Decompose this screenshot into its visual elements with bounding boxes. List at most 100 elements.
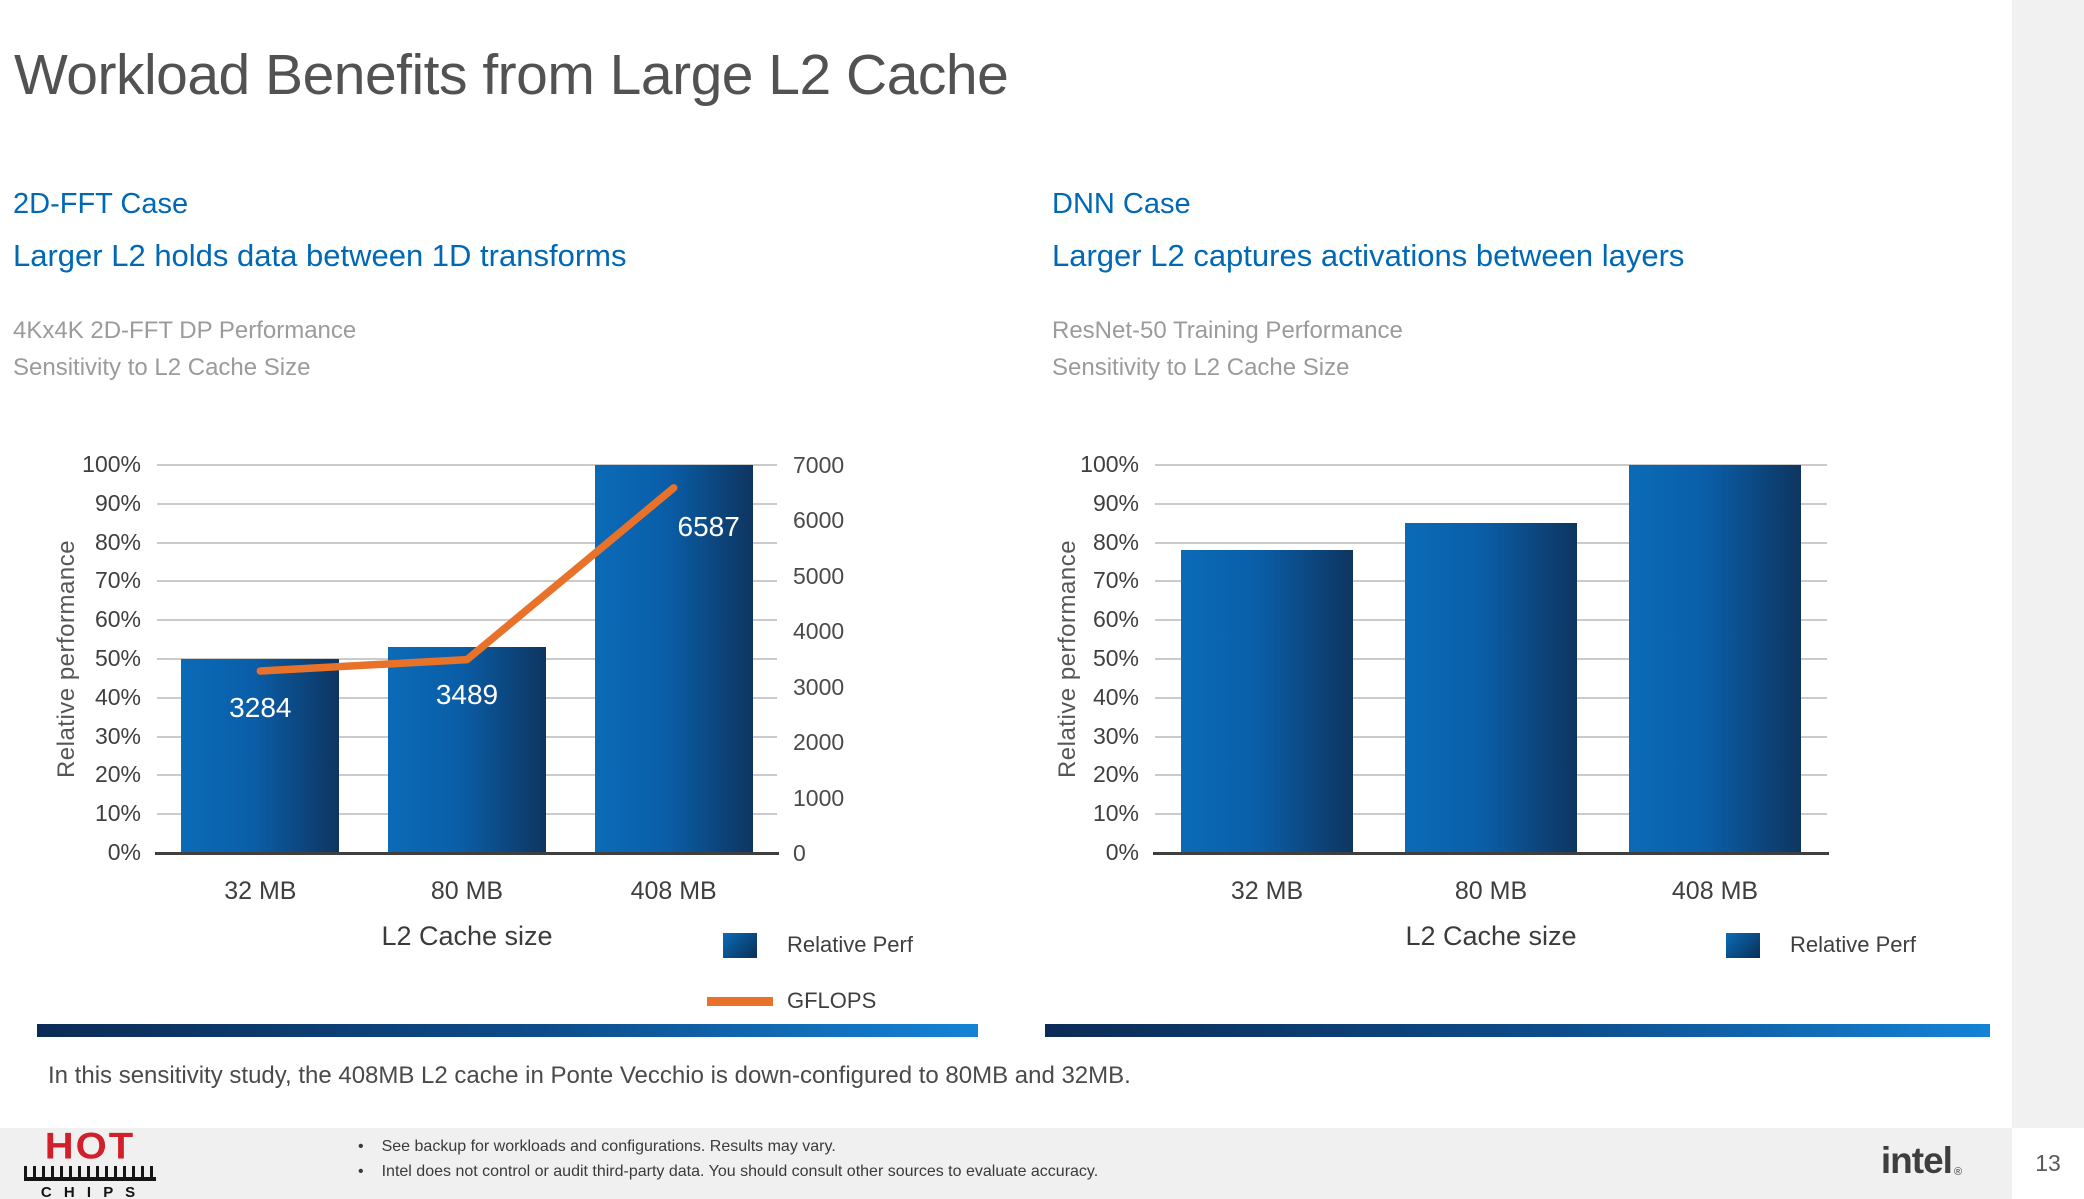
y-axis-tick-label: 0% <box>107 839 141 865</box>
legend-label: Relative Perf <box>787 932 913 957</box>
legend-item: Relative Perf <box>707 932 913 958</box>
y-axis-tick-label: 80% <box>1092 528 1139 555</box>
y-axis-tick-label: 90% <box>94 489 141 516</box>
page-number-box: 13 <box>2012 1128 2084 1199</box>
footer-disclaimers: See backup for workloads and configurati… <box>358 1138 1099 1181</box>
disclaimer-item: Intel does not control or audit third-pa… <box>358 1163 1099 1181</box>
secondary-axis-tick-label: 0 <box>793 840 806 866</box>
fft-headline: Larger L2 holds data between 1D transfor… <box>13 238 627 273</box>
x-axis-category-label: 408 MB <box>1671 877 1759 905</box>
secondary-axis-tick-label: 7000 <box>793 452 845 478</box>
dnn-case-label: DNN Case <box>1052 188 1191 220</box>
x-axis-title: L2 Cache size <box>1405 921 1577 951</box>
y-axis-tick-label: 30% <box>94 722 141 749</box>
secondary-axis-tick-label: 4000 <box>793 618 845 645</box>
intel-logo-text: intel <box>1880 1140 1953 1181</box>
legend-swatch-box <box>707 932 773 958</box>
y-axis-tick-label: 20% <box>1092 761 1139 788</box>
y-axis-tick-label: 10% <box>94 800 141 827</box>
x-axis-category-label: 32 MB <box>224 877 297 905</box>
right-margin-strip <box>2012 0 2084 1128</box>
x-axis-category-label: 32 MB <box>1230 877 1304 905</box>
chart-legend: Relative Perf <box>1710 932 1916 958</box>
y-axis-tick-label: 0% <box>1105 839 1139 865</box>
bar-swatch-icon <box>723 932 757 958</box>
bar-80mb <box>388 647 546 853</box>
hotchips-hot-text: HOT <box>44 1126 136 1167</box>
legend-label: GFLOPS <box>787 988 877 1013</box>
bar-32mb <box>181 659 340 853</box>
dnn-caption-line1: ResNet-50 Training Performance <box>1052 317 1403 344</box>
secondary-axis-tick-label: 1000 <box>793 784 845 811</box>
y-axis-tick-label: 20% <box>94 761 141 788</box>
y-axis-tick-label: 50% <box>1092 645 1139 671</box>
legend-label: Relative Perf <box>1790 932 1916 957</box>
hotchips-ruler-icon <box>24 1166 156 1181</box>
dnn-caption-line2: Sensitivity to L2 Cache Size <box>1052 354 1350 381</box>
fft-caption-line1: 4Kx4K 2D-FFT DP Performance <box>13 317 357 344</box>
gridline <box>157 541 777 544</box>
y-axis-tick-label: 60% <box>94 606 141 633</box>
x-axis-line <box>155 852 779 855</box>
chart-legend: Relative Perf GFLOPS <box>707 932 913 1014</box>
y-axis-tick-label: 40% <box>94 683 141 710</box>
sensitivity-note: In this sensitivity study, the 408MB L2 … <box>48 1062 1131 1089</box>
y-axis-tick-label: 90% <box>1092 489 1139 516</box>
bar-80mb <box>1405 523 1577 853</box>
gridline <box>157 580 777 583</box>
gridline <box>1155 464 1827 466</box>
y-axis-tick-label: 60% <box>1092 606 1139 633</box>
fft-caption-line2: Sensitivity to L2 Cache Size <box>13 354 311 381</box>
secondary-axis-tick-label: 2000 <box>793 729 845 756</box>
y-axis-tick-label: 30% <box>1092 722 1139 749</box>
x-axis-line <box>1153 852 1829 855</box>
secondary-axis-tick-label: 5000 <box>793 562 845 589</box>
x-axis-title: L2 Cache size <box>381 921 553 951</box>
x-axis-category-label: 80 MB <box>1454 877 1528 905</box>
disclaimer-text: Intel does not control or audit third-pa… <box>381 1163 1099 1180</box>
x-axis-category-label: 408 MB <box>630 877 717 905</box>
hotchips-chips-text: C H I P S <box>40 1184 140 1199</box>
divider-bar-right <box>1045 1024 1990 1037</box>
data-label: 6587 <box>677 511 740 542</box>
y-axis-tick-label: 100% <box>1080 451 1139 477</box>
gridline <box>157 619 777 622</box>
bar-32mb <box>1181 550 1353 853</box>
bar-swatch-icon <box>1726 932 1760 958</box>
y-axis-tick-label: 70% <box>1092 567 1139 594</box>
dnn-chart-caption: ResNet-50 Training Performance Sensitivi… <box>1052 312 1403 386</box>
page-number: 13 <box>2035 1150 2061 1176</box>
y-axis-tick-label: 10% <box>1092 800 1139 827</box>
hotchips-logo: HOT C H I P S <box>24 1126 156 1199</box>
secondary-axis-tick-label: 3000 <box>793 673 845 700</box>
bar-408mb <box>1629 465 1801 853</box>
fft-case-label: 2D-FFT Case <box>13 188 189 220</box>
gridline <box>1155 502 1827 505</box>
legend-swatch-box <box>1710 932 1776 958</box>
dnn-chart: 0% 10% 20% 30% 40% 50% 60% 70% 80% 90% 100% 32 MB 80… <box>1040 440 1990 1020</box>
page-title: Workload Benefits from Large L2 Cache <box>14 43 1009 107</box>
registered-mark: ® <box>1953 1166 1962 1178</box>
disclaimer-text: See backup for workloads and configurati… <box>381 1138 836 1155</box>
y-axis-title: Relative performance <box>1054 539 1081 779</box>
intel-logo: intel ® <box>1860 1140 1980 1182</box>
legend-swatch-box <box>707 996 773 1006</box>
data-label: 3489 <box>435 679 499 711</box>
gflops-line <box>256 484 678 675</box>
x-axis-category-label: 80 MB <box>430 877 504 905</box>
fft-chart: 0% 10% 20% 30% 40% 50% 60% 70% 80% 90% 100% 0 1000 20… <box>40 440 940 1020</box>
disclaimer-item: See backup for workloads and configurati… <box>358 1138 1098 1156</box>
legend-item: Relative Perf <box>1710 932 1916 958</box>
divider-bar-left <box>37 1024 978 1037</box>
y-axis-tick-label: 80% <box>94 528 141 555</box>
y-axis-tick-label: 50% <box>94 645 141 671</box>
y-axis-title: Relative performance <box>53 539 80 779</box>
y-axis-tick-label: 40% <box>1092 683 1139 710</box>
gridline <box>157 502 777 505</box>
dnn-headline: Larger L2 captures activations between l… <box>1052 238 1685 273</box>
gridline <box>157 464 777 466</box>
y-axis-tick-label: 70% <box>94 567 141 594</box>
data-label: 3284 <box>229 692 292 723</box>
y-axis-tick-label: 100% <box>82 451 141 477</box>
